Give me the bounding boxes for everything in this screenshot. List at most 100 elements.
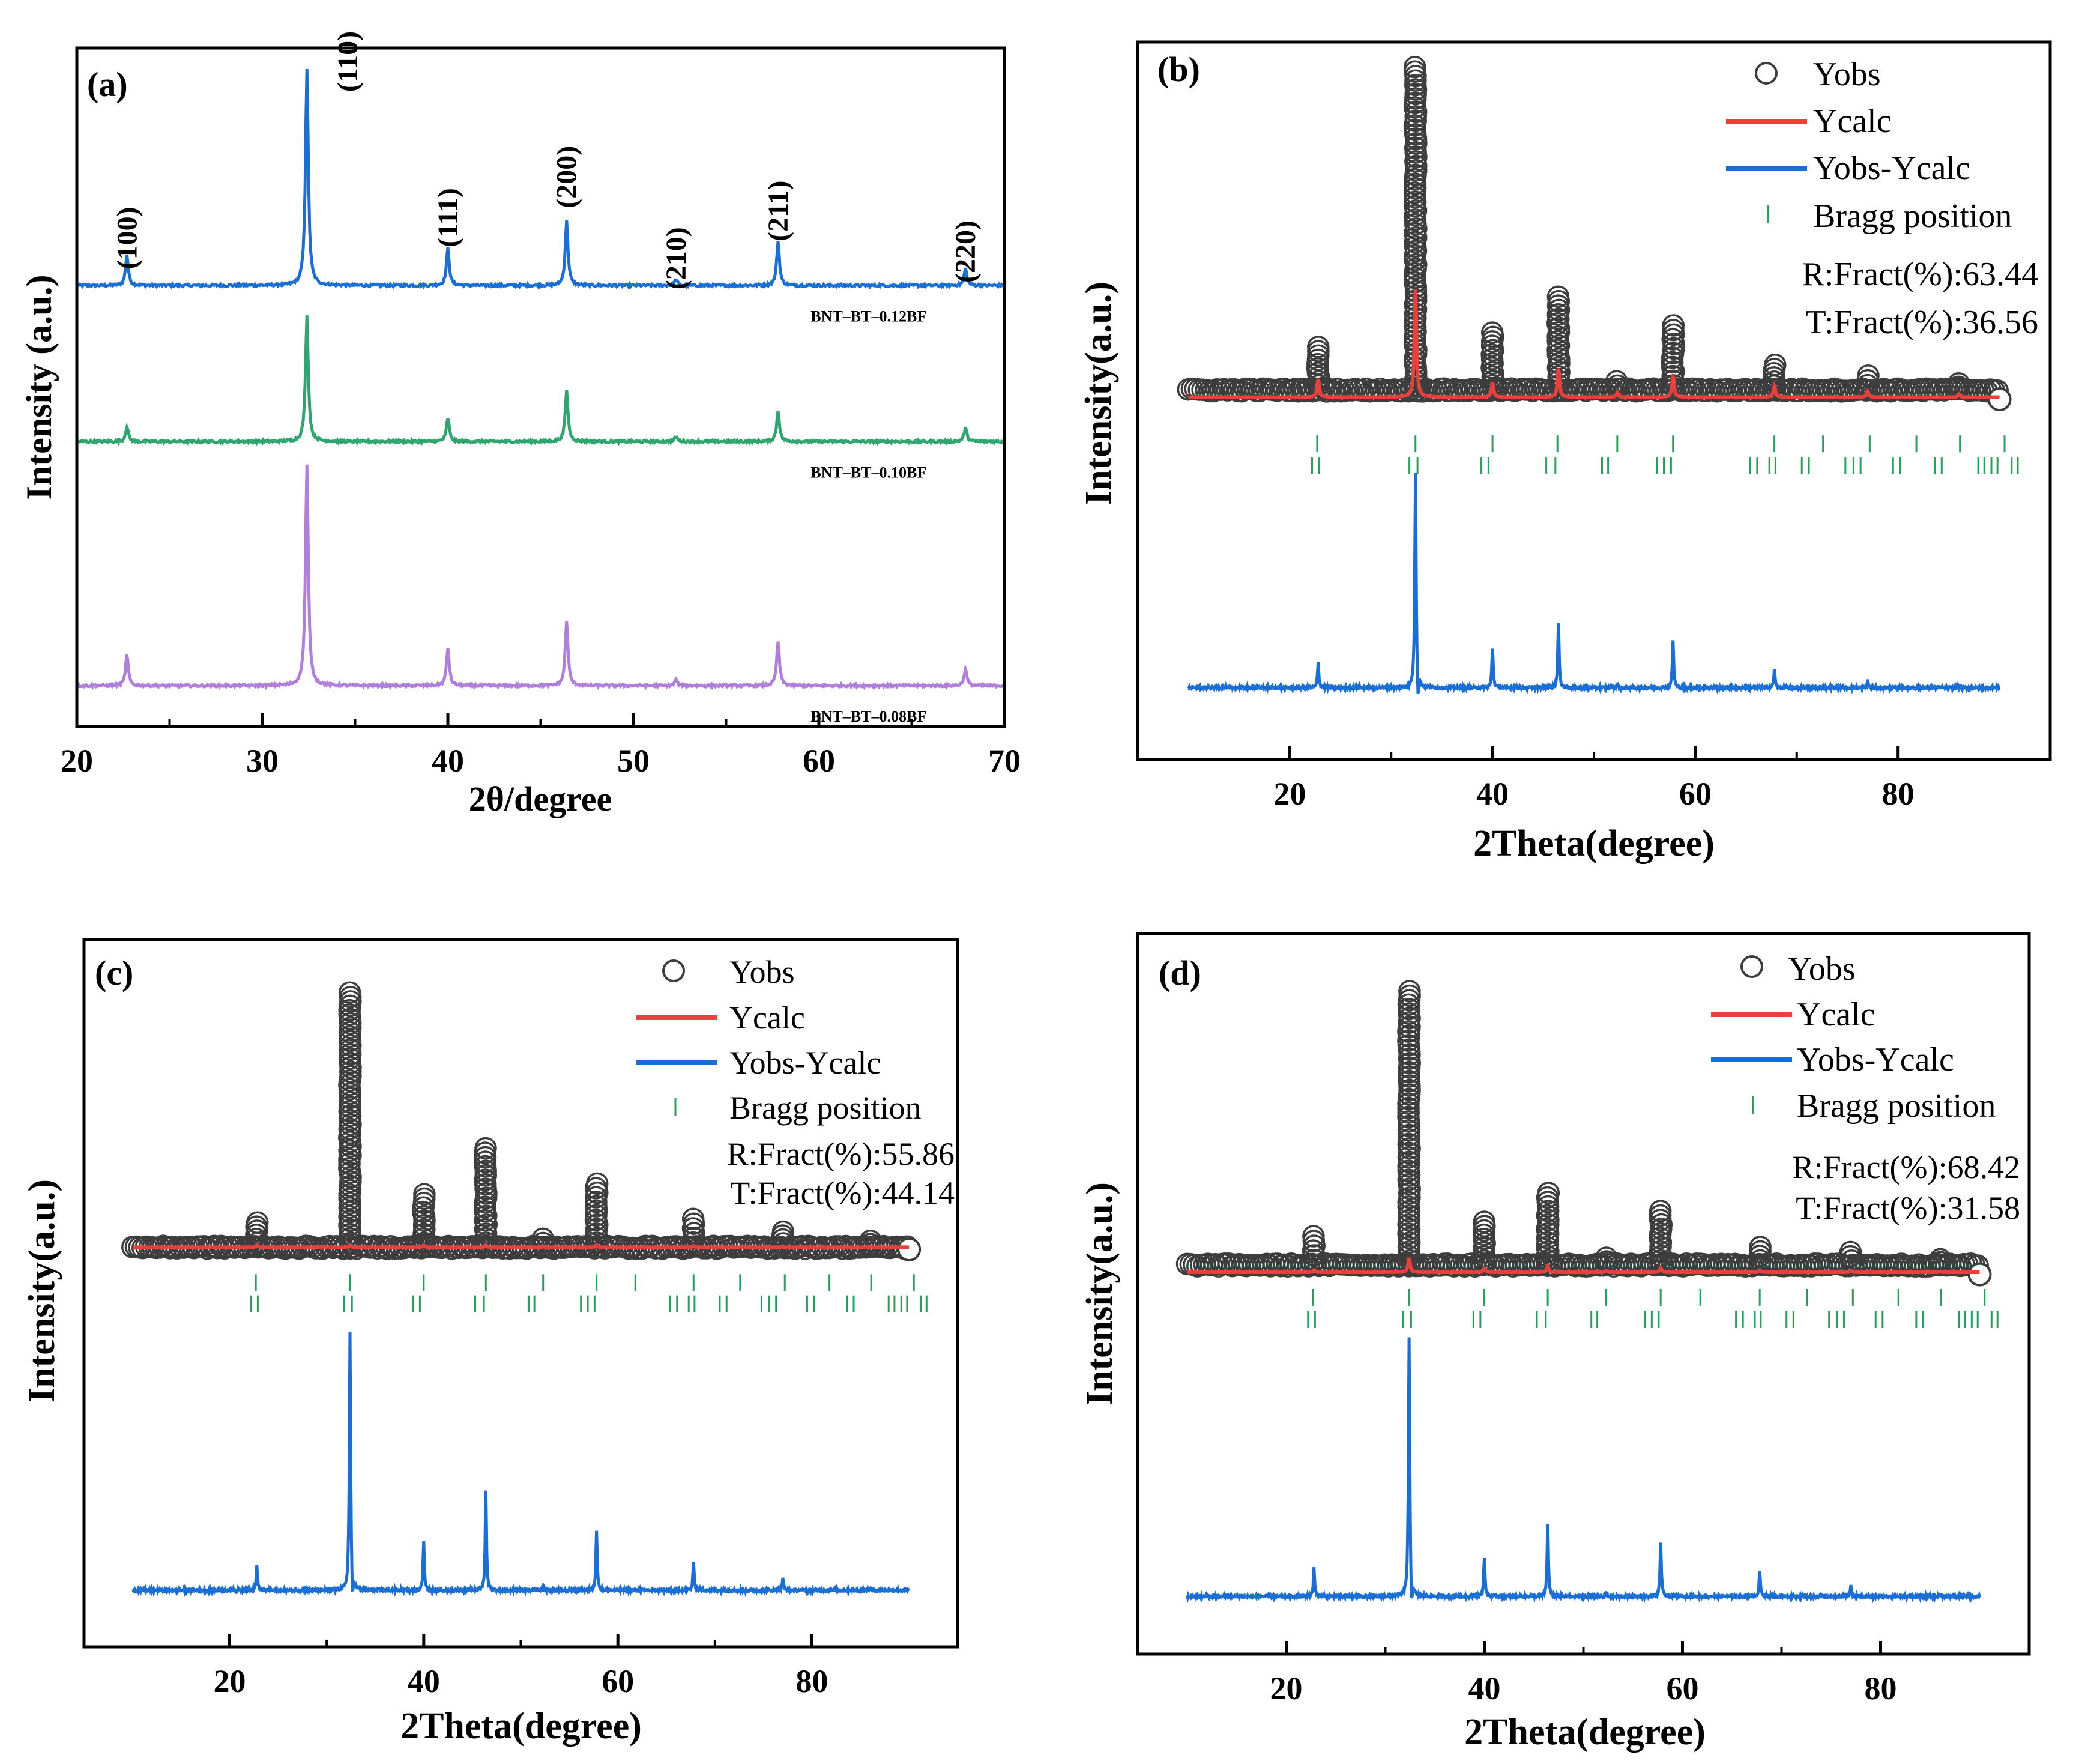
yobs-end-point xyxy=(897,1237,922,1261)
axes-frame-a xyxy=(75,46,1006,728)
fraction-r-c: R:Fract(%):55.86 xyxy=(727,1136,955,1172)
fraction-r-d: R:Fract(%):68.42 xyxy=(1793,1149,2020,1185)
y-axis-label-b: Intensity(a.u.) xyxy=(1078,282,1119,505)
legend-yobs-marker-d xyxy=(1740,955,1763,978)
yobs-point xyxy=(1764,354,1787,376)
yobs-point xyxy=(338,981,361,1004)
legend-yobs-marker-b xyxy=(1755,62,1778,85)
yobs-point xyxy=(1480,321,1504,344)
x-tick-label-d-40: 40 xyxy=(1468,1670,1501,1706)
x-tick-label-a-70: 70 xyxy=(988,743,1021,779)
x-tick-label-a-60: 60 xyxy=(803,743,835,779)
y-axis-label-a: Intensity (a.u.) xyxy=(19,274,59,500)
yobs-point xyxy=(246,1211,269,1234)
yobs-point xyxy=(1595,1246,1618,1269)
yobs-point xyxy=(1857,364,1880,387)
yobs-points-d xyxy=(1175,980,1992,1287)
yobs-point xyxy=(1929,1248,1952,1271)
y-axis-label-d: Intensity(a.u.) xyxy=(1079,1182,1120,1406)
ycalc-line-d xyxy=(1187,1257,1980,1274)
yobs-point xyxy=(1537,1182,1560,1204)
yobs-point xyxy=(771,1220,795,1243)
peak-annotation: (110) xyxy=(332,31,364,92)
legend-diff-b: Yobs-Ycalc xyxy=(1813,150,1970,187)
series-label-0: BNT–BT–0.12BF xyxy=(810,308,926,325)
series-line-1 xyxy=(76,315,1006,447)
yobs-point xyxy=(1546,285,1570,308)
ycalc-line-c xyxy=(132,1243,910,1249)
fraction-t-b: T:Fract(%):36.56 xyxy=(1805,304,2038,341)
legend-diff-c: Yobs-Ycalc xyxy=(729,1045,881,1081)
legend-bragg-b: Bragg position xyxy=(1813,198,2012,235)
yobs-point xyxy=(1307,336,1330,358)
x-tick-label-b-20: 20 xyxy=(1273,776,1306,812)
x-tick-label-a-30: 30 xyxy=(246,743,279,779)
x-tick-label-d-60: 60 xyxy=(1667,1670,1699,1706)
x-tick-label-b-80: 80 xyxy=(1882,776,1915,812)
x-tick-label-c-80: 80 xyxy=(796,1663,828,1699)
x-axis-label-c: 2Theta(degree) xyxy=(400,1706,642,1747)
yobs-end-point xyxy=(1967,1262,1992,1287)
panel-label-d: (d) xyxy=(1159,953,1201,992)
legend-ycalc-d: Ycalc xyxy=(1797,996,1875,1033)
yobs-points-b xyxy=(1177,56,2012,412)
x-tick-label-c-20: 20 xyxy=(214,1663,246,1699)
plot-area-b: 20 40 60 80 xyxy=(1177,56,2019,812)
difference-line-b xyxy=(1187,473,2001,695)
bragg-positions-d xyxy=(1307,1289,1999,1328)
legend-yobs-marker-c xyxy=(662,959,685,982)
fraction-t-d: T:Fract(%):31.58 xyxy=(1796,1190,2020,1226)
x-tick-label-d-20: 20 xyxy=(1270,1670,1303,1706)
yobs-point xyxy=(474,1137,497,1160)
peak-annotation: (220) xyxy=(950,220,982,283)
axes-frame-c xyxy=(82,938,959,1649)
yobs-point xyxy=(531,1227,554,1251)
panel-label-a: (a) xyxy=(87,65,128,104)
plot-area-d: 20 40 60 80 xyxy=(1175,980,1999,1706)
x-tick-label-b-40: 40 xyxy=(1476,776,1509,812)
panel-c: 20 40 60 80 (c) 2Theta(degree) Intensity(a.… xyxy=(22,938,959,1747)
x-axis-label-d: 2Theta(degree) xyxy=(1464,1712,1706,1753)
legend-ycalc-c: Ycalc xyxy=(729,1000,805,1036)
axes-frame-b xyxy=(1136,40,2052,761)
peak-annotation: (210) xyxy=(660,227,692,289)
yobs-point xyxy=(1839,1240,1862,1264)
series-label-2: BNT–BT–0.08BF xyxy=(810,708,926,725)
legend-yobs-c: Yobs xyxy=(729,954,795,990)
bragg-positions-c xyxy=(250,1274,928,1312)
legend-c: Yobs Ycalc Yobs-Ycalc Bragg position R:F… xyxy=(636,954,955,1211)
panel-label-b: (b) xyxy=(1157,50,1200,89)
series-line-0 xyxy=(76,68,1006,291)
yobs-point xyxy=(1662,314,1685,337)
difference-line-d xyxy=(1186,1337,1981,1604)
legend-diff-d: Yobs-Ycalc xyxy=(1797,1041,1954,1078)
yobs-point xyxy=(859,1230,882,1252)
yobs-point xyxy=(1749,1236,1772,1258)
panel-d: 20 40 60 80 (d) 2Theta(degree) Intensity(a.… xyxy=(1079,932,2031,1753)
legend-bragg-d: Bragg position xyxy=(1797,1087,1996,1125)
x-axis-label-a: 2θ/degree xyxy=(469,779,612,818)
fraction-t-c: T:Fract(%):44.14 xyxy=(730,1175,955,1211)
legend-bragg-c: Bragg position xyxy=(729,1090,922,1126)
plot-area-c: 20 40 60 80 xyxy=(121,981,928,1699)
legend-b: Yobs Ycalc Yobs-Ycalc Bragg position R:F… xyxy=(1726,56,2038,341)
x-tick-label-c-40: 40 xyxy=(408,1663,440,1699)
x-tick-label-c-60: 60 xyxy=(602,1663,634,1699)
x-tick-label-b-60: 60 xyxy=(1679,776,1712,812)
panel-a: 20 30 40 50 60 70 BNT–BT–0.12BF BNT–BT–0.10BF BN… xyxy=(19,31,1021,818)
x-axis-label-b: 2Theta(degree) xyxy=(1473,823,1715,864)
peak-annotation: (100) xyxy=(111,207,143,269)
yobs-point xyxy=(413,1183,436,1206)
yobs-point xyxy=(1473,1210,1496,1233)
ycalc-line-b xyxy=(1188,289,2000,399)
panel-b: 20 40 60 80 (b) 2Theta(degree) Intensity(a.… xyxy=(1078,40,2052,864)
yobs-end-point xyxy=(1987,387,2012,412)
legend-yobs-d: Yobs xyxy=(1788,950,1856,988)
x-tick-label-a-40: 40 xyxy=(432,743,464,779)
legend-d: Yobs Ycalc Yobs-Ycalc Bragg position R:F… xyxy=(1711,950,2020,1226)
difference-line-c xyxy=(131,1332,910,1598)
yobs-point xyxy=(1404,56,1426,79)
yobs-point xyxy=(1649,1200,1672,1222)
